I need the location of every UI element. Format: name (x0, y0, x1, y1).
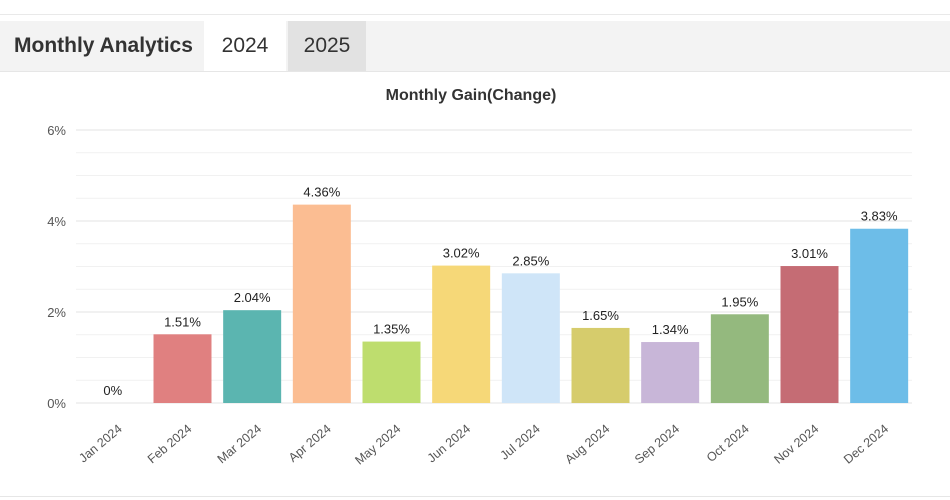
tab-2025[interactable]: 2025 (288, 21, 366, 71)
x-tick-label: May 2024 (352, 422, 403, 468)
y-axis-ticks: 0% 2% 4% 6% (47, 123, 66, 411)
data-label: 3.83% (861, 209, 898, 224)
bar (571, 327, 630, 403)
data-label: 0% (103, 383, 122, 398)
data-label: 1.65% (582, 308, 619, 323)
data-label: 2.85% (512, 253, 549, 268)
bar (292, 204, 351, 403)
data-label: 4.36% (303, 185, 340, 200)
monthly-gain-chart: Monthly Gain(Change) 0% 2% 4% 6% 0% 1.51% 2.0… (0, 72, 950, 492)
bar (223, 310, 282, 403)
bars (153, 204, 909, 403)
analytics-header: Monthly Analytics 2024 2025 (0, 21, 950, 72)
bar (432, 265, 491, 403)
chart-title: Monthly Gain(Change) (386, 87, 557, 104)
x-tick-label: Apr 2024 (286, 422, 334, 465)
x-tick-label: Feb 2024 (145, 422, 194, 467)
bar (710, 314, 769, 403)
x-tick-label: Oct 2024 (704, 422, 752, 465)
x-tick-label: Sep 2024 (632, 422, 682, 467)
x-axis-ticks: Jan 2024 Feb 2024 Mar 2024 Apr 2024 May 2024… (76, 422, 891, 468)
tab-2024[interactable]: 2024 (204, 21, 286, 71)
bottom-border (0, 496, 950, 497)
bar (641, 342, 700, 403)
x-tick-label: Aug 2024 (562, 422, 612, 467)
bar (153, 334, 212, 403)
data-label: 1.51% (164, 314, 201, 329)
bar (850, 228, 909, 403)
data-label: 2.04% (234, 290, 271, 305)
data-label: 3.02% (443, 246, 480, 261)
data-labels: 0% 1.51% 2.04% 4.36% 1.35% 3.02% 2.85% 1.65% 1.3… (103, 185, 898, 398)
y-tick-label: 0% (47, 396, 66, 411)
top-strip (0, 0, 950, 15)
x-tick-label: Nov 2024 (771, 422, 821, 467)
chart-svg: Monthly Gain(Change) 0% 2% 4% 6% 0% 1.51% 2.0… (47, 87, 912, 468)
data-label: 3.01% (791, 246, 828, 261)
x-tick-label: Dec 2024 (841, 422, 891, 467)
data-label: 1.34% (652, 322, 689, 337)
bar (362, 341, 421, 403)
x-tick-label: Jan 2024 (76, 422, 124, 466)
y-tick-label: 2% (47, 305, 66, 320)
bar (501, 273, 560, 403)
x-tick-label: Mar 2024 (215, 422, 264, 467)
page-title: Monthly Analytics (14, 34, 193, 57)
y-tick-label: 6% (47, 123, 66, 138)
data-label: 1.95% (721, 294, 758, 309)
bar (780, 266, 839, 403)
data-label: 1.35% (373, 322, 410, 337)
x-tick-label: Jun 2024 (425, 422, 473, 466)
y-tick-label: 4% (47, 214, 66, 229)
gridlines (76, 129, 912, 404)
x-tick-label: Jul 2024 (498, 422, 543, 463)
